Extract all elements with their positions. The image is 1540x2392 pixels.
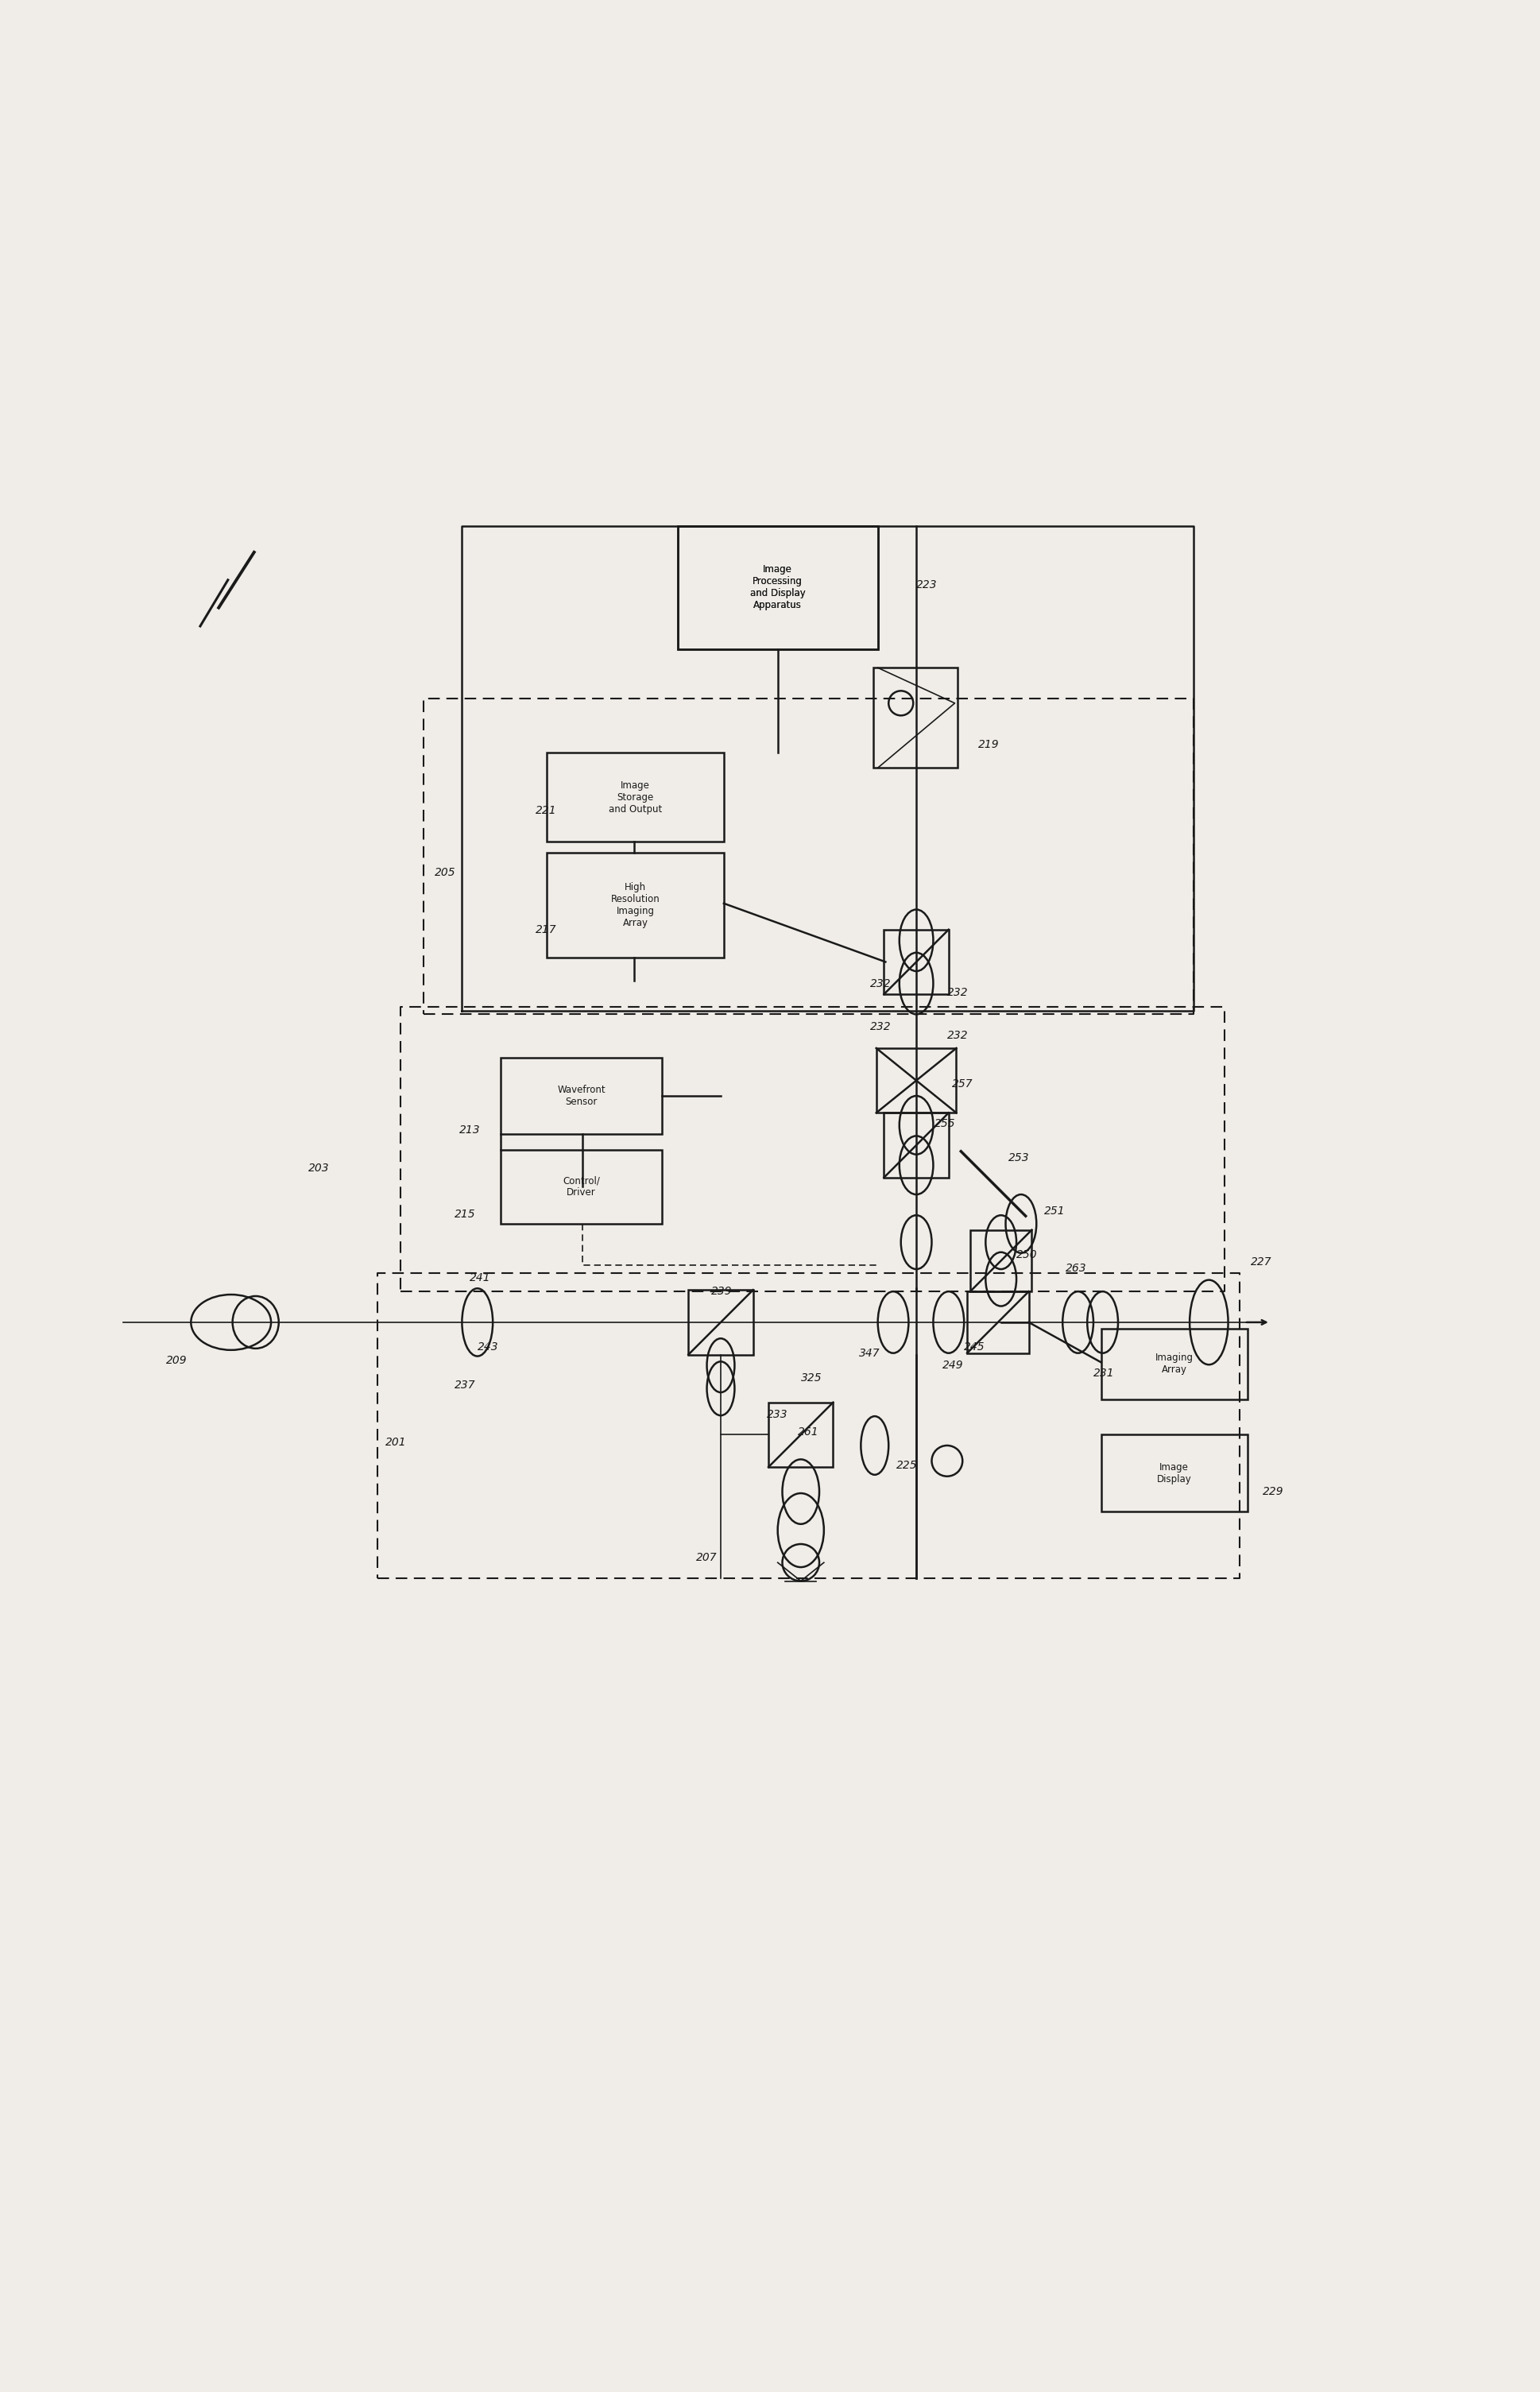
Text: 255: 255: [935, 1117, 956, 1129]
Text: 209: 209: [166, 1356, 188, 1366]
Text: 243: 243: [477, 1342, 499, 1351]
Text: 263: 263: [1066, 1263, 1087, 1275]
Text: 251: 251: [1044, 1206, 1066, 1218]
Text: 227: 227: [1250, 1256, 1272, 1268]
Text: 219: 219: [978, 739, 999, 751]
Bar: [501, 1057, 662, 1134]
Bar: [884, 930, 949, 995]
Text: 221: 221: [536, 806, 557, 816]
Text: 229: 229: [1263, 1485, 1284, 1497]
Text: 257: 257: [952, 1079, 973, 1088]
Text: 347: 347: [859, 1347, 881, 1359]
Text: 241: 241: [470, 1273, 491, 1282]
Bar: [873, 667, 958, 768]
Text: 231: 231: [1093, 1368, 1115, 1378]
Text: 232: 232: [947, 988, 969, 997]
Bar: [768, 1402, 833, 1466]
Bar: [884, 1112, 949, 1177]
Text: Imaging
Array: Imaging Array: [1155, 1354, 1194, 1375]
Bar: [876, 1048, 956, 1112]
Text: 207: 207: [696, 1552, 718, 1564]
Bar: [688, 1289, 753, 1354]
Text: Control/
Driver: Control/ Driver: [562, 1174, 601, 1198]
Text: 261: 261: [798, 1426, 819, 1438]
Text: 233: 233: [767, 1409, 788, 1421]
Text: 201: 201: [385, 1438, 407, 1447]
Text: 217: 217: [536, 923, 557, 935]
Bar: [547, 852, 724, 957]
Bar: [547, 753, 724, 842]
Text: 249: 249: [942, 1359, 964, 1371]
Text: 213: 213: [459, 1124, 480, 1136]
Text: 232: 232: [870, 978, 892, 988]
Text: 223: 223: [916, 579, 938, 591]
Text: 205: 205: [434, 866, 456, 878]
Text: 239: 239: [711, 1287, 733, 1296]
Bar: [678, 526, 878, 648]
Text: 232: 232: [870, 1021, 892, 1033]
Bar: [678, 526, 878, 648]
Text: Image
Processing
and Display
Apparatus: Image Processing and Display Apparatus: [750, 565, 805, 610]
Bar: [967, 1292, 1029, 1354]
Text: 253: 253: [1009, 1153, 1030, 1163]
Text: Image
Processing
and Display
Apparatus: Image Processing and Display Apparatus: [750, 565, 805, 610]
Text: Wavefront
Sensor: Wavefront Sensor: [557, 1084, 605, 1107]
Bar: [501, 1151, 662, 1225]
Text: 245: 245: [964, 1342, 986, 1351]
Bar: [1101, 1435, 1247, 1512]
Text: 237: 237: [454, 1380, 476, 1392]
Text: Image
Display: Image Display: [1157, 1462, 1192, 1485]
Text: 203: 203: [308, 1163, 330, 1174]
Text: 225: 225: [896, 1459, 918, 1471]
Text: 250: 250: [1016, 1249, 1038, 1261]
Bar: [970, 1229, 1032, 1292]
Text: 215: 215: [454, 1208, 476, 1220]
Text: Image
Storage
and Output: Image Storage and Output: [608, 780, 662, 813]
Text: 232: 232: [947, 1031, 969, 1041]
Text: 325: 325: [801, 1373, 822, 1383]
Text: High
Resolution
Imaging
Array: High Resolution Imaging Array: [611, 883, 659, 928]
Bar: [1101, 1328, 1247, 1399]
